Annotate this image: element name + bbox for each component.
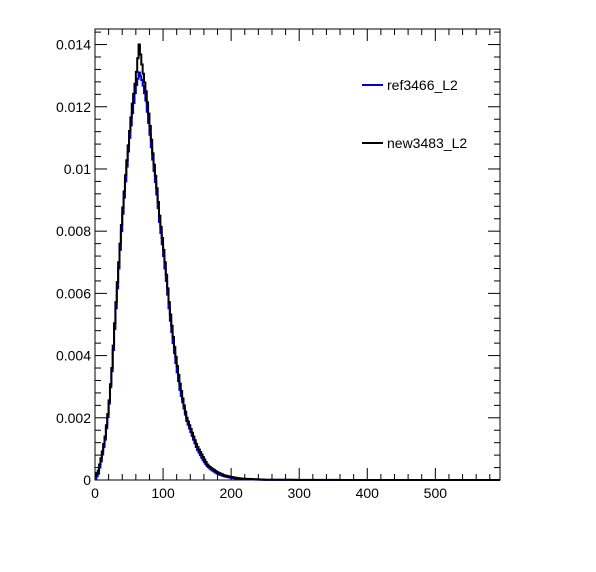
y-tick-label: 0 — [83, 472, 91, 488]
y-tick-label: 0.008 — [56, 223, 91, 239]
y-tick-label: 0.01 — [64, 161, 91, 177]
y-tick-label: 0.002 — [56, 410, 91, 426]
y-tick-label: 0.006 — [56, 285, 91, 301]
x-tick-label: 500 — [424, 485, 448, 501]
series-layer — [95, 43, 500, 481]
x-tick-label: 200 — [219, 485, 243, 501]
x-axis-ticks: 0 100 200 300 400 500 — [91, 29, 491, 501]
series-line-new3483_L2 — [95, 43, 500, 481]
x-tick-label: 0 — [91, 485, 99, 501]
x-tick-label: 300 — [288, 485, 312, 501]
x-tick-label: 100 — [151, 485, 175, 501]
plot-frame — [94, 28, 501, 481]
legend: ref3466_L2 new3483_L2 — [362, 77, 467, 151]
legend-label: new3483_L2 — [387, 135, 467, 151]
y-tick-label: 0.012 — [56, 99, 91, 115]
y-tick-label: 0.014 — [56, 37, 91, 53]
x-tick-label: 400 — [356, 485, 380, 501]
y-tick-label: 0.004 — [56, 348, 91, 364]
y-axis-ticks: 0 0.002 0.004 0.006 0.008 0.01 0.012 0.014 — [56, 31, 500, 488]
legend-label: ref3466_L2 — [387, 77, 458, 93]
